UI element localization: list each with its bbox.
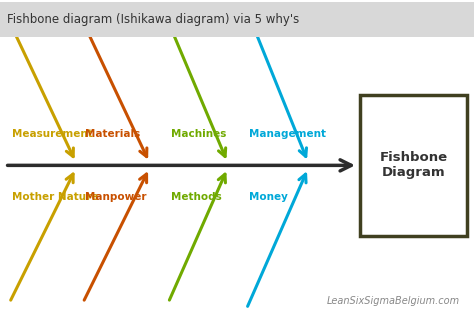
Text: Fishbone
Diagram: Fishbone Diagram [380,151,447,179]
Text: Methods: Methods [171,192,221,202]
Text: Fishbone diagram (Ishikawa diagram) via 5 why's: Fishbone diagram (Ishikawa diagram) via … [7,13,300,26]
Text: Machines: Machines [171,129,226,139]
Text: Materials: Materials [85,129,141,139]
Text: Mother Nature: Mother Nature [12,192,98,202]
FancyBboxPatch shape [360,95,467,236]
Text: LeanSixSigmaBelgium.com: LeanSixSigmaBelgium.com [327,296,460,306]
Text: Money: Money [249,192,288,202]
FancyBboxPatch shape [0,2,474,37]
Text: Manpower: Manpower [85,192,147,202]
Text: Management: Management [249,129,326,139]
Text: Measurement: Measurement [12,129,92,139]
